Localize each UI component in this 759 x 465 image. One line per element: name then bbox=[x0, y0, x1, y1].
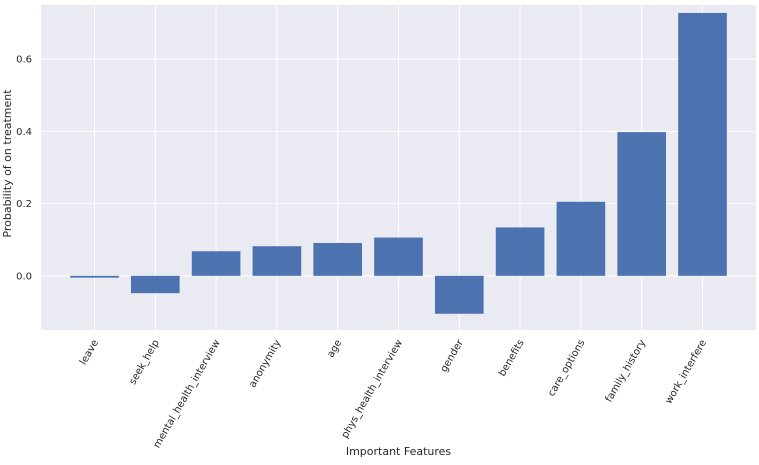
bar-phys-health-interview bbox=[374, 237, 423, 276]
y-axis-title: Probability of on treatment bbox=[1, 89, 14, 238]
y-tick-label: 0.2 bbox=[16, 199, 32, 210]
y-tick-label: 0.4 bbox=[16, 127, 32, 138]
x-tick-label: work_interfere bbox=[663, 338, 709, 406]
x-tick-label: gender bbox=[439, 337, 467, 374]
bar-care-options bbox=[556, 201, 606, 276]
bar-age bbox=[313, 242, 363, 276]
y-tick-label: 0.0 bbox=[16, 271, 32, 282]
x-tick-label: family_history bbox=[604, 338, 649, 404]
bar-leave bbox=[70, 275, 119, 278]
x-tick-label: seek_help bbox=[127, 338, 161, 387]
bars bbox=[70, 12, 727, 314]
x-tick-label: care_options bbox=[546, 338, 587, 399]
bar-gender bbox=[434, 275, 484, 314]
x-tick-label: phys_health_interview bbox=[340, 338, 405, 440]
bar-mental-health-interview bbox=[191, 251, 241, 276]
y-tick-label: 0.6 bbox=[16, 55, 32, 66]
x-tick-label: anonymity bbox=[247, 338, 283, 390]
x-axis-title: Important Features bbox=[346, 445, 452, 458]
bar-benefits bbox=[495, 227, 545, 276]
bar-family-history bbox=[617, 132, 667, 276]
bar-seek-help bbox=[130, 275, 180, 294]
x-tick-label: benefits bbox=[497, 338, 527, 379]
bar-anonymity bbox=[252, 246, 302, 276]
x-tick-label: leave bbox=[78, 338, 101, 367]
x-tick-label: mental_health_interview bbox=[152, 338, 223, 450]
y-axis-ticks: 0.0 0.2 0.4 0.6 bbox=[16, 55, 32, 283]
bar-work-interfere bbox=[678, 12, 727, 276]
x-tick-label: age bbox=[325, 338, 344, 360]
